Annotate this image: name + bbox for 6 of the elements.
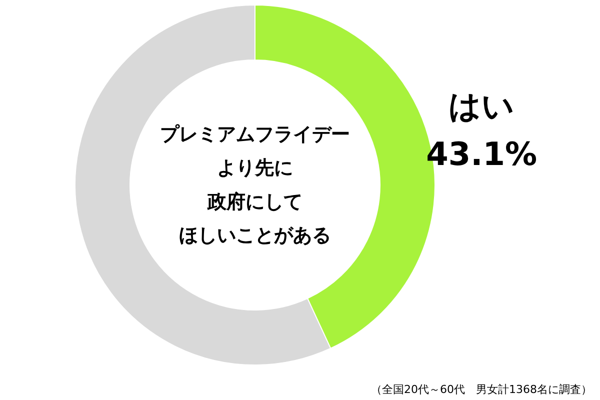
text: （全国20代～60代 男女計1368名に調査） [371,383,592,396]
slice-label: はい [448,87,515,126]
text: ほしいことがある [179,224,331,247]
text: 政府にして [206,190,302,213]
text: より先に [217,157,293,180]
text: プレミアムフライデー [160,123,350,146]
